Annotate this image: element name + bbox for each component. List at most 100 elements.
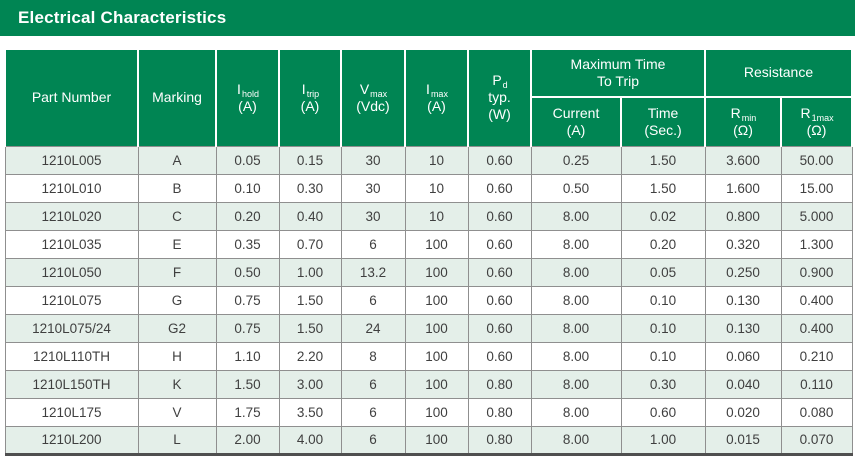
table-cell: 1210L075 <box>4 285 139 315</box>
table-cell: 8.00 <box>530 285 622 315</box>
table-cell: 10 <box>404 173 469 203</box>
table-cell: 0.05 <box>215 145 280 175</box>
table-cell: 0.20 <box>620 229 706 259</box>
table-cell: 4.00 <box>278 425 342 456</box>
table-cell: 0.25 <box>530 145 622 175</box>
table-cell: 100 <box>404 285 469 315</box>
table-row: 1210L010 B 0.10 0.30 30 10 0.60 0.50 1.50 1.600 15… <box>4 173 853 203</box>
table-row: 1210L200 L 2.00 4.00 6 100 0.80 8.00 1.00 0.015 0.… <box>4 425 853 456</box>
table-cell: 8 <box>340 341 406 371</box>
table-cell: 0.320 <box>704 229 782 259</box>
table-cell: 100 <box>404 397 469 427</box>
table-cell: 0.60 <box>467 229 532 259</box>
group-header-resistance: Resistance <box>703 48 854 98</box>
col-header-r-min: Rmin (Ω) <box>704 96 782 147</box>
table-row: 1210L110TH H 1.10 2.20 8 100 0.60 8.00 0.10 0.060… <box>4 341 853 371</box>
table-cell: 0.080 <box>780 397 853 427</box>
table-cell: 0.70 <box>278 229 342 259</box>
table-cell: 0.060 <box>704 341 782 371</box>
table-body: 1210L005 A 0.05 0.15 30 10 0.60 0.25 1.50 3.600 50… <box>4 145 853 456</box>
table-cell: 0.400 <box>780 313 853 343</box>
col-header-time: Time (Sec.) <box>620 96 706 147</box>
col-header-r-1max: R1max (Ω) <box>779 96 854 147</box>
table-cell: 0.800 <box>704 201 782 231</box>
table-cell: 0.210 <box>780 341 853 371</box>
table-cell: 0.015 <box>704 425 782 456</box>
table-cell: V <box>137 397 217 427</box>
col-header-part-number: Part Number <box>4 48 139 147</box>
table-cell: 30 <box>340 145 406 175</box>
table-cell: 0.10 <box>215 173 280 203</box>
table-cell: 3.600 <box>704 145 782 175</box>
table-cell: G <box>137 285 217 315</box>
table-cell: 6 <box>340 425 406 456</box>
col-header-current: Current (A) <box>530 96 622 147</box>
table-cell: 0.20 <box>215 201 280 231</box>
table-cell: 0.02 <box>620 201 706 231</box>
table-cell: 0.070 <box>780 425 853 456</box>
table-cell: L <box>137 425 217 456</box>
table-cell: B <box>137 173 217 203</box>
table-cell: 30 <box>340 201 406 231</box>
table-cell: E <box>137 229 217 259</box>
table-row: 1210L075 G 0.75 1.50 6 100 0.60 8.00 0.10 0.130 0.… <box>4 285 853 315</box>
table-row: 1210L075/24 G2 0.75 1.50 24 100 0.60 8.00 0.10 0.… <box>4 313 853 343</box>
table-cell: 1.300 <box>780 229 853 259</box>
table-cell: 1.00 <box>278 257 342 287</box>
table-cell: 1210L150TH <box>4 369 139 399</box>
table-row: 1210L175 V 1.75 3.50 6 100 0.80 8.00 0.60 0.020 0.… <box>4 397 853 427</box>
table-cell: 8.00 <box>530 341 622 371</box>
table-cell: 0.80 <box>467 397 532 427</box>
col-header-label: Part Number <box>31 89 112 106</box>
table-cell: 0.50 <box>530 173 622 203</box>
table-cell: 1.50 <box>620 173 706 203</box>
table-cell: 1210L175 <box>4 397 139 427</box>
table-cell: 0.10 <box>620 285 706 315</box>
table-cell: 1.50 <box>278 285 342 315</box>
group-header-max-time-to-trip: Maximum Time To Trip <box>530 48 706 98</box>
table-cell: 0.130 <box>704 313 782 343</box>
table-cell: 0.35 <box>215 229 280 259</box>
table-cell: 8.00 <box>530 229 622 259</box>
table-cell: 6 <box>340 397 406 427</box>
table-cell: 1.00 <box>620 425 706 456</box>
table-cell: 8.00 <box>530 425 622 456</box>
table-cell: G2 <box>137 313 217 343</box>
col-header-i-trip: Itrip (A) <box>278 48 342 147</box>
table-cell: 6 <box>340 285 406 315</box>
table-cell: 1210L110TH <box>4 341 139 371</box>
table-row: 1210L005 A 0.05 0.15 30 10 0.60 0.25 1.50 3.600 50… <box>4 145 853 175</box>
col-header-marking: Marking <box>137 48 217 147</box>
table-cell: 0.110 <box>780 369 853 399</box>
table-cell: 1.10 <box>215 341 280 371</box>
table-cell: H <box>137 341 217 371</box>
table-cell: 50.00 <box>780 145 853 175</box>
table-row: 1210L050 F 0.50 1.00 13.2 100 0.60 8.00 0.05 0.25… <box>4 257 853 287</box>
table-cell: 8.00 <box>530 257 622 287</box>
table-cell: 100 <box>404 425 469 456</box>
table-cell: 100 <box>404 341 469 371</box>
col-header-i-hold: Ihold (A) <box>215 48 280 147</box>
table-cell: 2.00 <box>215 425 280 456</box>
table-row: 1210L020 C 0.20 0.40 30 10 0.60 8.00 0.02 0.800 5.… <box>4 201 853 231</box>
table-cell: 0.10 <box>620 313 706 343</box>
table-cell: 0.10 <box>620 341 706 371</box>
table-cell: 1.50 <box>620 145 706 175</box>
table-cell: 100 <box>404 369 469 399</box>
header-group-row: Part Number Marking Ihold (A) Itrip (A) <box>4 48 854 147</box>
table-cell: 0.75 <box>215 313 280 343</box>
table-cell: 10 <box>404 201 469 231</box>
table-cell: 0.130 <box>704 285 782 315</box>
table-cell: 0.250 <box>704 257 782 287</box>
table-cell: 8.00 <box>530 397 622 427</box>
table-cell: C <box>137 201 217 231</box>
col-header-label: Marking <box>152 89 202 106</box>
table-cell: 5.000 <box>780 201 853 231</box>
table-cell: 0.30 <box>620 369 706 399</box>
table-cell: 1210L200 <box>4 425 139 456</box>
table-cell: 0.75 <box>215 285 280 315</box>
table-cell: 6 <box>340 229 406 259</box>
table-cell: 8.00 <box>530 313 622 343</box>
table-cell: 0.60 <box>467 341 532 371</box>
